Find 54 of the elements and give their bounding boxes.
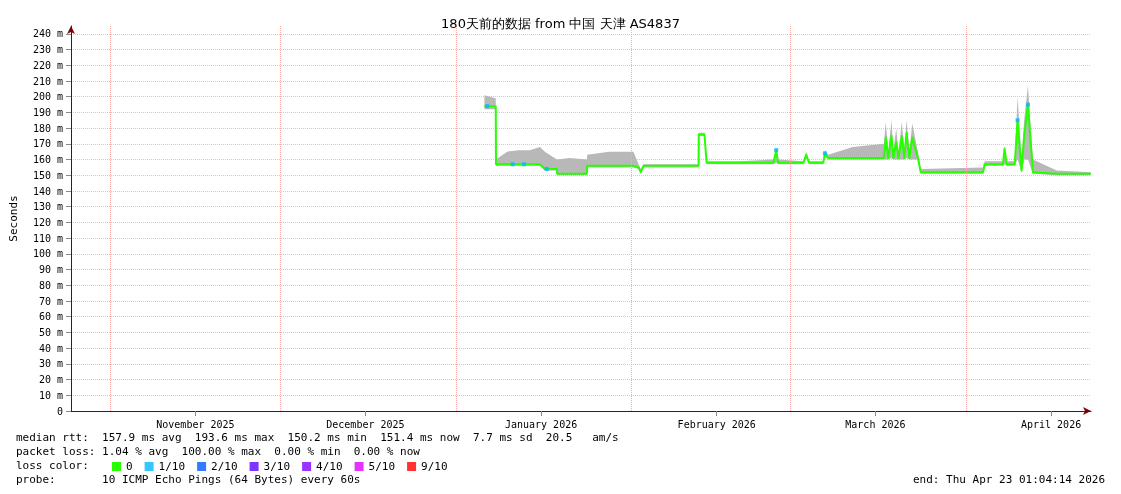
legend-label: 1/10 (158, 460, 186, 473)
legend-label: 0 (126, 460, 133, 473)
legend-label: 5/10 (368, 460, 396, 473)
x-tick-label: January 2026 (504, 418, 578, 430)
point (522, 162, 527, 167)
text: probe: 10 ICMP Echo Pings (64 Bytes) every 60s (16, 473, 361, 486)
text: end: Thu Apr 23 01:04:14 2026 (912, 473, 1106, 486)
y-tick-label: 180 m (32, 122, 63, 134)
text: median rtt: 157.9 ms avg 193.6 ms max 150.2 ms min 151.4 ms now 7.7 ms sd 20.5 am/s (16, 431, 619, 444)
y-tick-label: 80 m (38, 279, 63, 291)
y-tick-label: 160 m (32, 154, 63, 166)
y-tick-label: 150 m (32, 169, 63, 181)
legend-label: 9/10 (421, 460, 448, 473)
point (1015, 118, 1020, 123)
y-tick-label: 30 m (38, 358, 63, 370)
x-tick-label: March 2026 (845, 418, 906, 430)
y-tick-label: 240 m (32, 28, 63, 40)
y-tick-label: 170 m (32, 138, 63, 150)
x-tick-label: November 2025 (156, 418, 235, 430)
y-tick-label: 200 m (32, 91, 63, 103)
y-tick-label: 120 m (32, 216, 63, 228)
y-tick-label: 10 m (38, 389, 63, 401)
line-series (483, 103, 1092, 175)
legend-title: loss color: (16, 459, 89, 472)
x-tick-label: February 2026 (677, 418, 756, 430)
y-tick-label: 20 m (38, 374, 63, 386)
x-tick-label: December 2025 (326, 418, 405, 430)
point (822, 151, 827, 156)
y-tick-label: 220 m (32, 59, 63, 71)
y-tick-label: 140 m (32, 185, 63, 197)
y-tick-label: 90 m (38, 264, 63, 276)
text: packet loss: 1.04 % avg 100.00 % max 0.00 % min 0.00 % now (16, 445, 421, 458)
point (1025, 102, 1030, 107)
y-tick-label: 130 m (32, 201, 63, 213)
y-tick-label: 0 (56, 405, 63, 417)
chart-title: 180天前的数据 from 中国 天津 AS4837 (441, 16, 680, 31)
y-tick-label: 190 m (32, 106, 63, 118)
y-tick-label: 210 m (32, 75, 63, 87)
point (510, 162, 515, 167)
point (774, 148, 779, 153)
legend-label: 4/10 (316, 460, 343, 473)
y-tick-label: 100 m (32, 248, 63, 260)
y-tick-label: 230 m (32, 44, 63, 56)
legend-label: 3/10 (263, 460, 291, 473)
y-tick-label: 40 m (38, 342, 63, 354)
y-axis-title: Seconds (7, 195, 20, 242)
y-tick-label: 70 m (38, 295, 63, 307)
x-tick-label: April 2026 (1020, 418, 1082, 430)
y-tick-label: 60 m (38, 311, 63, 323)
point (544, 167, 549, 171)
y-tick-label: 110 m (32, 232, 63, 244)
y-tick-label: 50 m (38, 326, 63, 338)
point (485, 104, 490, 109)
legend-label: 2/10 (211, 460, 238, 473)
